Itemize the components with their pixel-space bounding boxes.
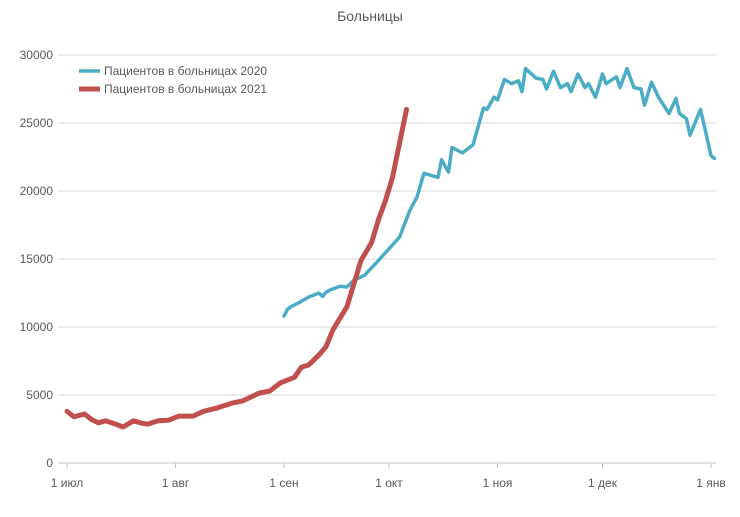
y-tick-label: 5000	[26, 388, 53, 402]
y-tick-label: 15000	[20, 252, 54, 266]
x-tick-label: 1 дек	[588, 476, 618, 490]
y-tick-label: 10000	[20, 320, 54, 334]
y-tick-label: 25000	[20, 116, 54, 130]
x-tick-label: 1 окт	[375, 476, 403, 490]
series-line-2020	[282, 66, 717, 318]
y-tick-label: 30000	[20, 48, 54, 62]
series-line-2021	[64, 106, 409, 430]
y-tick-label: 0	[46, 456, 53, 470]
legend-label: Пациентов в больницах 2021	[104, 82, 267, 96]
chart-title: Больницы	[337, 8, 403, 24]
x-tick-label: 1 сен	[269, 476, 298, 490]
x-tick-label: 1 янв	[696, 476, 726, 490]
legend-label: Пациентов в больницах 2020	[104, 64, 267, 78]
x-tick-label: 1 июл	[51, 476, 83, 490]
x-tick-label: 1 авг	[162, 476, 190, 490]
x-tick-label: 1 ноя	[483, 476, 513, 490]
y-tick-label: 20000	[20, 184, 54, 198]
